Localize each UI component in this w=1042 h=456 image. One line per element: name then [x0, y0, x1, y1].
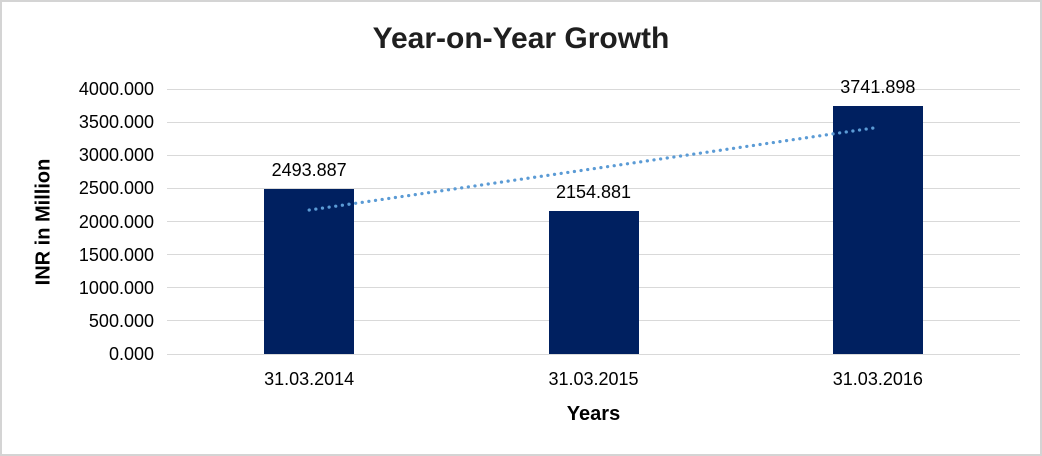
- y-tick-label: 3000.000: [78, 145, 154, 166]
- bar-value-label: 3741.898: [840, 77, 916, 98]
- bar: [548, 211, 639, 354]
- bar: [264, 188, 355, 354]
- y-tick-label: 4000.000: [78, 79, 154, 99]
- chart-title: Year-on-Year Growth: [372, 22, 670, 55]
- bar: [832, 106, 923, 354]
- gridline: [167, 121, 1020, 123]
- y-tick-label: 1500.000: [78, 244, 154, 265]
- y-tick-label: 2500.000: [78, 178, 154, 199]
- y-tick-label: 1000.000: [78, 277, 154, 298]
- bar-value-label: 2154.881: [555, 182, 632, 203]
- gridline: [167, 353, 1020, 355]
- x-category-label: 31.03.2014: [264, 369, 355, 389]
- gridline: [167, 88, 1020, 90]
- y-tick-label: 0.000: [108, 344, 154, 364]
- x-axis-title: Years: [566, 403, 621, 425]
- x-category-label: 31.03.2015: [548, 369, 639, 389]
- bar-value-label: 2493.887: [271, 159, 347, 180]
- y-tick-label: 3500.000: [78, 112, 154, 133]
- y-tick-label: 2000.000: [78, 211, 154, 232]
- y-tick-label: 500.000: [88, 310, 154, 331]
- gridline: [167, 187, 1020, 189]
- plot-area: 2493.887 31.03.2014 2154.881 31.03.2015 3741…: [167, 77, 1020, 389]
- x-category-label: 31.03.2016: [832, 369, 923, 389]
- trendline: [307, 125, 880, 212]
- gridline: [167, 154, 1020, 156]
